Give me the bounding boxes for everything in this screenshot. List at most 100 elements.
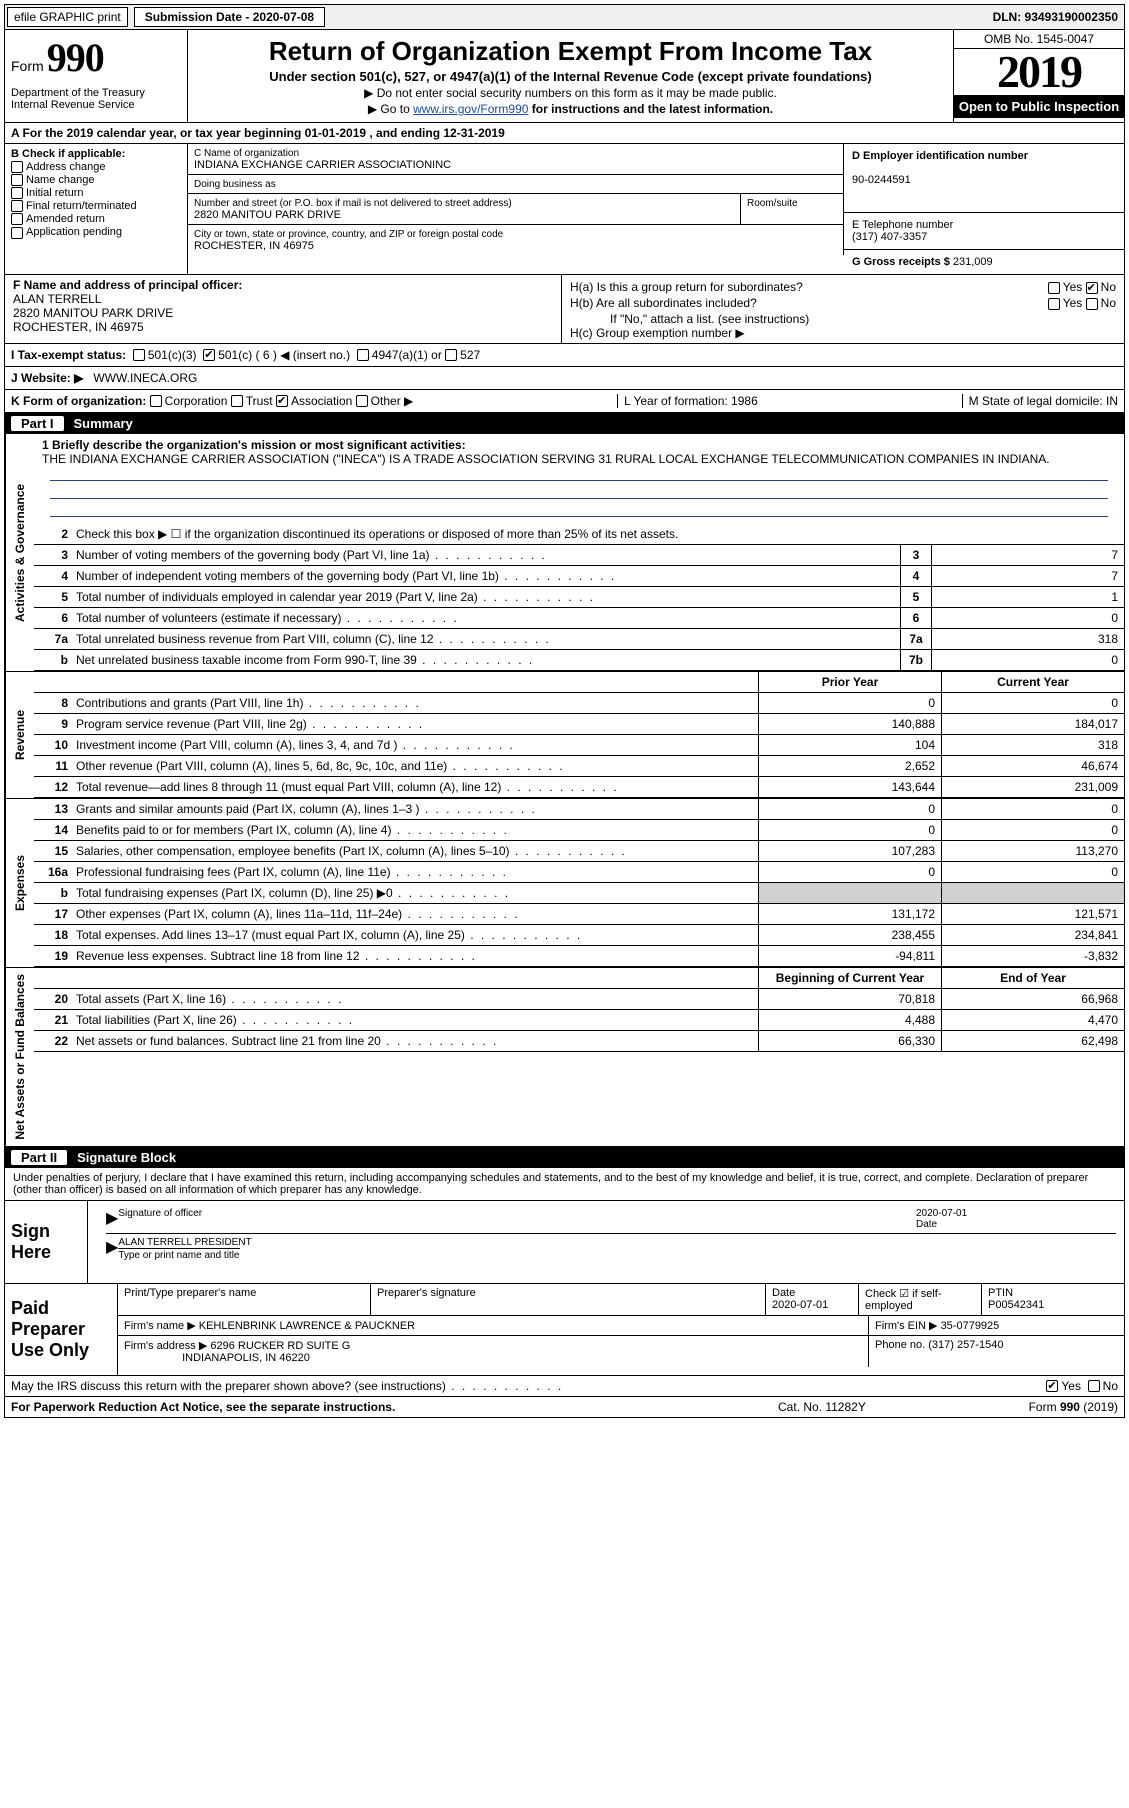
check-amended-return[interactable] xyxy=(11,213,23,225)
discuss-text: May the IRS discuss this return with the… xyxy=(11,1379,1046,1393)
firm-addr2-value: INDIANAPOLIS, IN 46220 xyxy=(182,1352,310,1364)
k-label: K Form of organization: xyxy=(11,394,146,408)
f-addr2: ROCHESTER, IN 46975 xyxy=(13,320,144,334)
k-assoc: Association xyxy=(291,394,352,408)
exp-line-17: 17Other expenses (Part IX, column (A), l… xyxy=(34,904,1124,925)
mission-line-2 xyxy=(50,484,1108,499)
label-501c3: 501(c)(3) xyxy=(148,348,197,362)
ptin-label: PTIN xyxy=(988,1287,1013,1299)
check-final-return[interactable] xyxy=(11,200,23,212)
preparer-fields: Print/Type preparer's name Preparer's si… xyxy=(118,1284,1124,1375)
discuss-no-check[interactable] xyxy=(1088,1380,1100,1392)
gov-line-b: bNet unrelated business taxable income f… xyxy=(34,650,1124,671)
dba-label: Doing business as xyxy=(194,179,276,190)
form-990-page: efile GRAPHIC print Submission Date - 20… xyxy=(4,4,1125,1418)
part-1-title: Summary xyxy=(74,416,133,431)
l-year-formation: L Year of formation: 1986 xyxy=(617,394,758,408)
firm-addr-cell: Firm's address ▶ 6296 RUCKER RD SUITE G … xyxy=(118,1336,869,1367)
form-number: 990 xyxy=(47,35,104,80)
cat-no: Cat. No. 11282Y xyxy=(778,1400,978,1414)
ha-no-check[interactable] xyxy=(1086,282,1098,294)
end-year-header: End of Year xyxy=(941,968,1124,988)
f-name: ALAN TERRELL xyxy=(13,292,101,306)
tax-year: 2019 xyxy=(954,49,1124,95)
paperwork-notice: For Paperwork Reduction Act Notice, see … xyxy=(11,1400,778,1414)
mission-line-1 xyxy=(50,466,1108,481)
street-cell: Number and street (or P.O. box if mail i… xyxy=(188,194,741,224)
firm-addr-row: Firm's address ▶ 6296 RUCKER RD SUITE G … xyxy=(118,1336,1124,1367)
prep-ptin-cell: PTIN P00542341 xyxy=(982,1284,1124,1315)
firm-addr-label: Firm's address ▶ xyxy=(124,1340,207,1352)
check-501c[interactable] xyxy=(203,349,215,361)
label-527: 527 xyxy=(460,348,480,362)
firm-phone-cell: Phone no. (317) 257-1540 xyxy=(869,1336,1124,1367)
form-title: Return of Organization Exempt From Incom… xyxy=(196,36,945,67)
check-label-2: Initial return xyxy=(26,187,83,199)
line2-pre: ▶ Go to xyxy=(368,102,413,116)
efile-badge[interactable]: efile GRAPHIC print xyxy=(7,7,128,27)
part-1-header: Part I Summary xyxy=(5,413,1124,434)
hb-no-check[interactable] xyxy=(1086,298,1098,310)
mission-line-3 xyxy=(50,502,1108,517)
firm-phone-value: (317) 257-1540 xyxy=(928,1339,1003,1351)
column-b-checkboxes: B Check if applicable: Address change Na… xyxy=(5,144,188,274)
ein-value: 90-0244591 xyxy=(852,174,911,186)
check-501c3[interactable] xyxy=(133,349,145,361)
gov-line-4: 4Number of independent voting members of… xyxy=(34,566,1124,587)
principal-officer-cell: F Name and address of principal officer:… xyxy=(5,275,562,343)
gross-value: 231,009 xyxy=(953,256,993,268)
ein-label: D Employer identification number xyxy=(852,150,1028,162)
check-trust[interactable] xyxy=(231,395,243,407)
part-2-title: Signature Block xyxy=(77,1150,176,1165)
check-corp[interactable] xyxy=(150,395,162,407)
k-trust: Trust xyxy=(246,394,273,408)
check-4947[interactable] xyxy=(357,349,369,361)
beg-year-header: Beginning of Current Year xyxy=(758,968,941,988)
check-address-change[interactable] xyxy=(11,161,23,173)
hb-yes-check[interactable] xyxy=(1048,298,1060,310)
k-corp: Corporation xyxy=(165,394,228,408)
firm-ein-cell: Firm's EIN ▶ 35-0779925 xyxy=(869,1316,1124,1335)
form-footer: Form 990 (2019) xyxy=(978,1400,1118,1414)
rev-line-8: 8Contributions and grants (Part VIII, li… xyxy=(34,693,1124,714)
irs-link[interactable]: www.irs.gov/Form990 xyxy=(413,102,528,116)
net-line-20: 20Total assets (Part X, line 16)70,81866… xyxy=(34,989,1124,1010)
net-line-22: 22Net assets or fund balances. Subtract … xyxy=(34,1031,1124,1052)
section-h: H(a) Is this a group return for subordin… xyxy=(562,275,1124,343)
website-label: J Website: ▶ xyxy=(11,371,83,385)
sig-officer-label: Signature of officer xyxy=(118,1208,916,1230)
ha-yes-check[interactable] xyxy=(1048,282,1060,294)
check-527[interactable] xyxy=(445,349,457,361)
mission-label: 1 Briefly describe the organization's mi… xyxy=(42,438,466,452)
prep-date-value: 2020-07-01 xyxy=(772,1299,828,1311)
website-row: J Website: ▶ WWW.INECA.ORG xyxy=(5,367,1124,390)
gov-line-2: 2Check this box ▶ ☐ if the organization … xyxy=(34,524,1124,545)
address-row: Number and street (or P.O. box if mail i… xyxy=(188,194,844,225)
line-k-row: K Form of organization: Corporation Trus… xyxy=(5,390,1124,413)
check-name-change[interactable] xyxy=(11,174,23,186)
governance-section: Activities & Governance 1 Briefly descri… xyxy=(5,434,1124,672)
check-other[interactable] xyxy=(356,395,368,407)
phone-label: E Telephone number xyxy=(852,219,953,231)
check-initial-return[interactable] xyxy=(11,187,23,199)
prep-date-header: Date 2020-07-01 xyxy=(766,1284,859,1315)
form-number-box: Form 990 Department of the Treasury Inte… xyxy=(5,30,188,122)
rev-line-10: 10Investment income (Part VIII, column (… xyxy=(34,735,1124,756)
suite-label: Room/suite xyxy=(747,198,798,209)
discuss-yes-check[interactable] xyxy=(1046,1380,1058,1392)
gov-line-7a: 7aTotal unrelated business revenue from … xyxy=(34,629,1124,650)
exp-line-18: 18Total expenses. Add lines 13–17 (must … xyxy=(34,925,1124,946)
firm-addr1-value: 6296 RUCKER RD SUITE G xyxy=(210,1340,350,1352)
line2-post: for instructions and the latest informat… xyxy=(532,102,773,116)
check-label-0: Address change xyxy=(26,161,106,173)
check-label-3: Final return/terminated xyxy=(26,200,137,212)
sign-here-block: Sign Here ▶ Signature of officer 2020-07… xyxy=(5,1200,1124,1284)
check-application-pending[interactable] xyxy=(11,227,23,239)
check-assoc[interactable] xyxy=(276,395,288,407)
revenue-body: Prior Year Current Year 8Contributions a… xyxy=(34,672,1124,798)
gross-label: G Gross receipts $ xyxy=(852,256,950,268)
exp-line-19: 19Revenue less expenses. Subtract line 1… xyxy=(34,946,1124,967)
exp-line-14: 14Benefits paid to or for members (Part … xyxy=(34,820,1124,841)
title-box: Return of Organization Exempt From Incom… xyxy=(188,30,953,122)
part-2-header: Part II Signature Block xyxy=(5,1147,1124,1168)
